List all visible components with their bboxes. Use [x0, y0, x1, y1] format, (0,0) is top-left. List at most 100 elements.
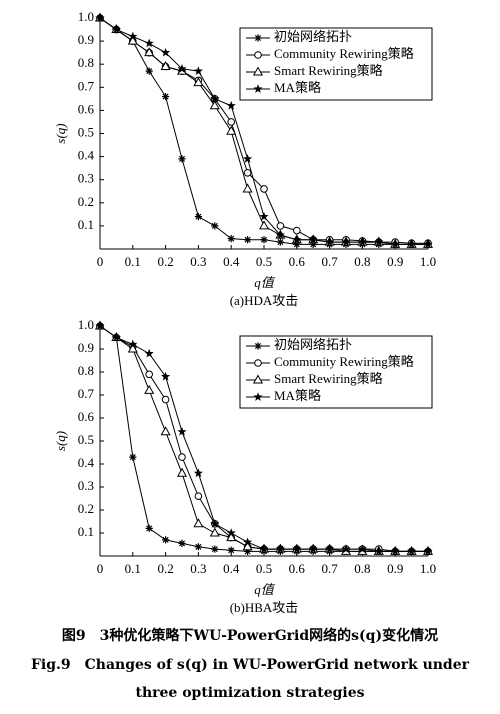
y-tick-label: 0.1 [78, 217, 94, 232]
marker-triangle [252, 66, 264, 76]
marker-triangle [160, 60, 171, 71]
marker-circle [276, 222, 285, 230]
marker-circle [243, 168, 252, 177]
x-tick-label: 0.8 [354, 561, 370, 576]
legend-label: Smart Rewiring策略 [274, 63, 383, 78]
y-tick-label: 0.3 [78, 478, 94, 493]
x-axis-label: q值 [254, 582, 276, 597]
marker-triangle [144, 384, 155, 394]
marker-star [390, 546, 400, 556]
marker-triangle [242, 183, 253, 193]
marker-star [341, 237, 351, 246]
marker-star [144, 38, 154, 48]
marker-triangle [242, 541, 253, 551]
x-tick-label: 0.6 [289, 561, 306, 576]
x-tick-label: 0.1 [125, 561, 141, 576]
marker-star [193, 66, 203, 76]
y-tick-label: 0.5 [78, 124, 94, 139]
marker-star [423, 239, 433, 249]
y-tick-label: 0.7 [78, 386, 95, 401]
x-tick-label: 0.3 [190, 254, 206, 269]
marker-star [259, 211, 269, 221]
marker-star [193, 468, 203, 478]
marker-star [128, 31, 138, 41]
x-tick-label: 0 [97, 254, 104, 269]
marker-star [253, 84, 263, 93]
marker-circle [227, 118, 235, 126]
marker-star [275, 230, 285, 240]
marker-star [95, 321, 105, 330]
marker-star [161, 371, 171, 381]
marker-circle [145, 370, 153, 379]
legend-box [239, 27, 433, 101]
y-tick-label: 0.3 [78, 171, 94, 186]
marker-star [177, 427, 187, 436]
marker-asterisk [211, 222, 219, 230]
marker-triangle [144, 47, 155, 57]
y-tick-label: 0.5 [78, 432, 94, 447]
x-tick-label: 0.2 [157, 254, 173, 269]
x-tick-label: 0.7 [321, 254, 338, 269]
marker-asterisk [145, 67, 153, 75]
marker-star [253, 392, 263, 401]
marker-triangle [209, 100, 220, 110]
marker-star [357, 237, 367, 246]
marker-star [144, 348, 154, 358]
marker-asterisk [227, 235, 235, 243]
x-tick-label: 0.4 [223, 254, 240, 269]
marker-asterisk [145, 524, 153, 532]
marker-triangle [226, 532, 237, 542]
x-axis-label: q值 [254, 275, 276, 290]
marker-star [111, 332, 121, 342]
marker-asterisk [309, 240, 317, 248]
marker-triangle [127, 35, 138, 45]
y-tick-label: 0.7 [78, 78, 95, 93]
marker-star [292, 234, 302, 244]
legend-label: MA策略 [274, 80, 321, 95]
marker-star [374, 237, 384, 246]
x-tick-label: 0.8 [354, 254, 370, 269]
marker-asterisk [293, 240, 301, 248]
y-tick-label: 0.4 [78, 455, 95, 470]
x-tick-label: 0 [97, 561, 104, 576]
y-tick-label: 0.6 [78, 409, 95, 424]
x-tick-label: 1.0 [420, 561, 436, 576]
marker-star [177, 64, 187, 73]
marker-star [390, 239, 400, 249]
marker-triangle [193, 77, 204, 87]
x-tick-label: 0.4 [223, 561, 240, 576]
marker-star [210, 519, 220, 528]
marker-asterisk [194, 213, 202, 221]
marker-star [357, 544, 367, 553]
caption-en: Fig.9 Changes of s(q) in WU-PowerGrid ne… [31, 657, 470, 673]
legend-label: Community Rewiring策略 [274, 46, 414, 61]
x-tick-label: 0.9 [387, 561, 403, 576]
y-tick-label: 0.9 [78, 32, 94, 47]
marker-circle [260, 185, 268, 193]
marker-circle [254, 51, 262, 59]
y-tick-label: 1.0 [78, 317, 94, 332]
chart-title: (b)HBA攻击 [230, 600, 299, 615]
marker-star [128, 339, 138, 349]
marker-star [308, 234, 318, 244]
marker-star [259, 544, 269, 553]
legend-label: Community Rewiring策略 [274, 354, 414, 369]
caption-zh: 图9 3种优化策略下WU-PowerGrid网络的s(q)变化情况 [62, 627, 438, 644]
marker-asterisk [211, 545, 219, 553]
marker-triangle [258, 220, 270, 230]
y-tick-label: 0.2 [78, 501, 94, 516]
x-tick-label: 0.3 [190, 561, 206, 576]
marker-circle [178, 453, 186, 461]
marker-star [243, 537, 253, 547]
y-tick-label: 1.0 [78, 9, 94, 24]
marker-star [407, 546, 417, 556]
marker-triangle [252, 374, 264, 384]
y-tick-label: 0.4 [78, 148, 95, 163]
marker-star [161, 47, 171, 57]
marker-asterisk [254, 342, 262, 350]
legend-label: 初始网络拓扑 [274, 29, 352, 44]
marker-star [292, 544, 302, 553]
marker-asterisk [178, 155, 186, 163]
marker-asterisk [162, 536, 170, 544]
